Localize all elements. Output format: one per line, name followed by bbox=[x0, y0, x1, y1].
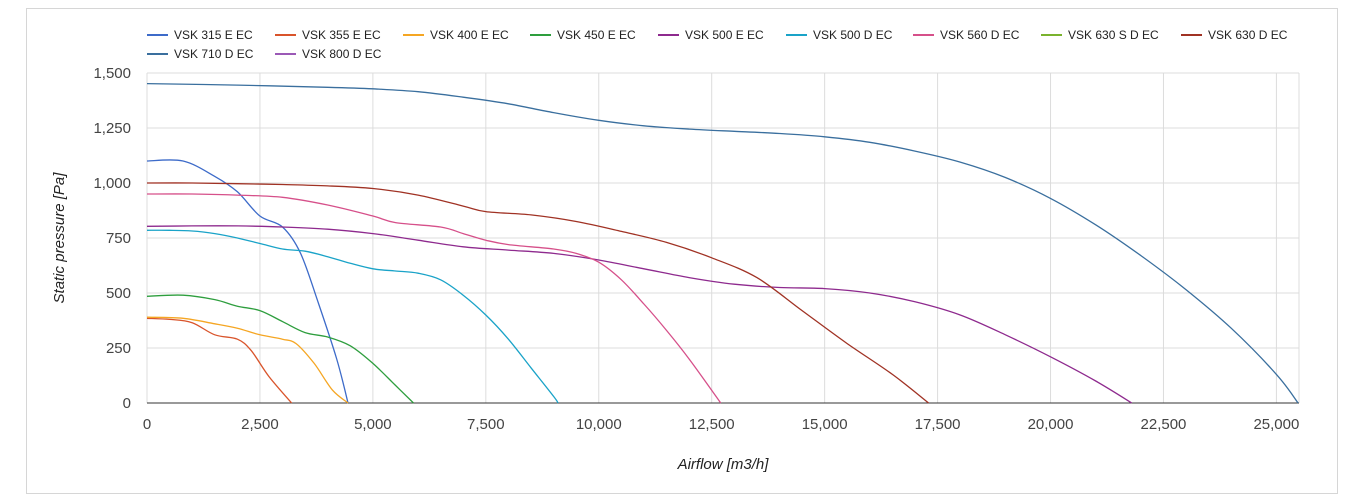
legend-item-vsk-800-d-ec[interactable]: VSK 800 D EC bbox=[275, 47, 382, 61]
y-tick-label: 500 bbox=[106, 285, 131, 302]
series-line-vsk-500-d-ec bbox=[146, 229, 559, 404]
y-axis-title: Static pressure [Pa] bbox=[51, 172, 68, 304]
axes: 0 250 500 750 1,000 1,250 1,500 0 2,500 5,000 7,50… bbox=[93, 65, 1299, 433]
series-line-vsk-560-d-ec bbox=[146, 193, 722, 404]
y-tick-label: 250 bbox=[106, 340, 131, 357]
series-line-vsk-400-e-ec bbox=[146, 316, 349, 404]
legend-label: VSK 800 D EC bbox=[302, 47, 382, 61]
grid bbox=[146, 72, 1300, 403]
legend-item-vsk-710-d-ec[interactable]: VSK 710 D EC bbox=[147, 47, 254, 61]
series-lines bbox=[146, 82, 1299, 404]
legend-label: VSK 560 D EC bbox=[940, 28, 1020, 42]
legend-label: VSK 500 E EC bbox=[685, 28, 764, 42]
x-tick-label: 12,500 bbox=[689, 416, 735, 433]
legend-item-vsk-500-d-ec[interactable]: VSK 500 D EC bbox=[786, 28, 893, 42]
chart-border bbox=[26, 8, 1338, 494]
x-tick-label: 10,000 bbox=[576, 416, 622, 433]
legend-label: VSK 710 D EC bbox=[174, 47, 254, 61]
legend-label: VSK 500 D EC bbox=[813, 28, 893, 42]
series-line-vsk-500-e-ec bbox=[146, 225, 1133, 404]
series-line-vsk-710-d-ec bbox=[146, 82, 1299, 404]
legend-label: VSK 355 E EC bbox=[302, 28, 381, 42]
y-tick-label: 1,500 bbox=[93, 65, 131, 82]
series-line-vsk-355-e-ec bbox=[146, 317, 293, 404]
legend-item-vsk-500-e-ec[interactable]: VSK 500 E EC bbox=[658, 28, 764, 42]
legend-item-vsk-400-e-ec[interactable]: VSK 400 E EC bbox=[403, 28, 509, 42]
y-tick-label: 750 bbox=[106, 230, 131, 247]
legend-label: VSK 630 D EC bbox=[1208, 28, 1288, 42]
legend-item-vsk-630-d-ec[interactable]: VSK 630 D EC bbox=[1181, 28, 1288, 42]
x-tick-label: 2,500 bbox=[241, 416, 279, 433]
legend-label: VSK 630 S D EC bbox=[1068, 28, 1159, 42]
legend-item-vsk-315-e-ec[interactable]: VSK 315 E EC bbox=[147, 28, 253, 42]
legend-label: VSK 400 E EC bbox=[430, 28, 509, 42]
legend[interactable]: VSK 315 E EC VSK 355 E EC VSK 400 E EC VSK … bbox=[147, 28, 1288, 61]
y-tick-label: 1,250 bbox=[93, 120, 131, 137]
x-tick-label: 17,500 bbox=[915, 416, 961, 433]
series-line-vsk-450-e-ec bbox=[146, 294, 414, 404]
x-tick-label: 5,000 bbox=[354, 416, 392, 433]
series-line-vsk-315-e-ec bbox=[146, 159, 349, 404]
x-tick-label: 7,500 bbox=[467, 416, 505, 433]
legend-label: VSK 450 E EC bbox=[557, 28, 636, 42]
x-tick-label: 25,000 bbox=[1253, 416, 1299, 433]
legend-item-vsk-630-s-d-ec[interactable]: VSK 630 S D EC bbox=[1041, 28, 1159, 42]
x-tick-label: 20,000 bbox=[1028, 416, 1074, 433]
y-tick-label: 0 bbox=[123, 395, 131, 412]
y-tick-label: 1,000 bbox=[93, 175, 131, 192]
x-tick-label: 0 bbox=[143, 416, 151, 433]
x-tick-label: 22,500 bbox=[1141, 416, 1187, 433]
legend-label: VSK 315 E EC bbox=[174, 28, 253, 42]
legend-item-vsk-355-e-ec[interactable]: VSK 355 E EC bbox=[275, 28, 381, 42]
x-axis-title: Airflow [m3/h] bbox=[677, 456, 770, 473]
legend-item-vsk-450-e-ec[interactable]: VSK 450 E EC bbox=[530, 28, 636, 42]
series-line-vsk-630-d-ec bbox=[146, 182, 930, 404]
x-tick-label: 15,000 bbox=[802, 416, 848, 433]
legend-item-vsk-560-d-ec[interactable]: VSK 560 D EC bbox=[913, 28, 1020, 42]
